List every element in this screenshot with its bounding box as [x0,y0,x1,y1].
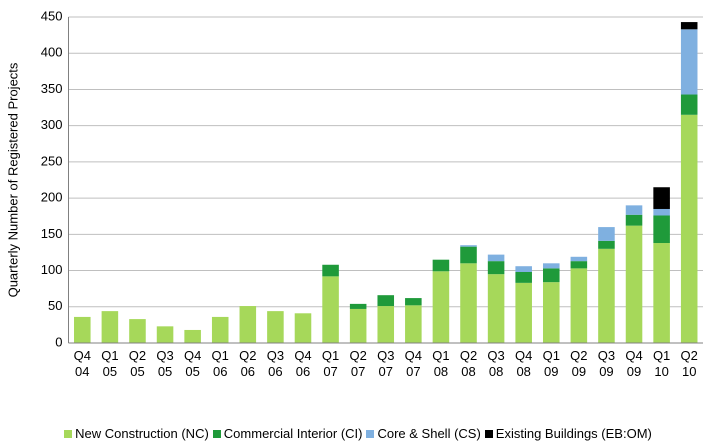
legend-item: Commercial Interior (CI) [212,426,363,441]
x-tick-label: Q2 05 [128,348,147,379]
bar-segment [598,248,615,343]
bar-segment [653,208,670,216]
legend: New Construction (NC) Commercial Interior… [0,426,716,441]
bar-segment [101,311,119,343]
bar-segment [487,254,505,262]
bar-segment [322,276,339,343]
bar-segment [460,246,477,264]
bar-segment [625,205,643,215]
bar-segment [515,266,532,273]
y-tick-label: 350 [41,81,63,96]
bar-segment [487,274,505,343]
x-tick-label: Q3 07 [377,348,395,379]
bar-segment [680,114,698,343]
bar-segment [515,282,532,343]
y-tick-label: 450 [41,8,63,23]
x-tick-label: Q1 09 [542,348,560,379]
x-tick-label: Q2 08 [459,348,478,379]
bar-segment [542,263,560,269]
bar-segment [405,298,422,306]
x-tick-label: Q3 05 [156,348,174,379]
bar-segment [487,261,505,275]
legend-swatch [212,430,221,438]
y-tick-label: 400 [41,45,63,60]
bar-segment [432,259,450,272]
legend-label: Commercial Interior (CI) [223,426,363,441]
y-tick-label: 0 [55,334,62,349]
x-tick-label: Q2 06 [239,348,257,379]
legend-label: Core & Shell (CS) [377,426,481,441]
x-tick-label: Q4 05 [183,348,202,379]
bar-segment [653,215,670,244]
bar-segment [239,306,257,343]
x-tick-label: Q4 07 [404,348,422,379]
bar-segment [680,22,698,30]
y-tick-label: 50 [48,298,62,313]
legend-item: Existing Buildings (EB:OM) [484,426,652,441]
bar-segment [405,305,422,343]
bar-segment [542,282,560,343]
x-tick-label: Q2 09 [570,348,588,379]
bar-segment [294,313,312,343]
bar-segment [542,268,560,283]
x-tick-label: Q1 10 [652,348,671,379]
x-tick-label: Q3 06 [266,348,285,379]
y-tick-label: 100 [41,262,63,277]
legend-swatch [366,430,375,438]
x-tick-label: Q2 07 [349,348,367,379]
bar-segment [377,306,395,343]
bar-segment [598,227,615,241]
bar-segment [322,264,339,277]
bar-segment [129,319,146,343]
bar-segment [653,187,670,209]
x-tick-label: Q4 09 [625,348,643,379]
bar-segment [570,268,588,343]
bar-segment [349,303,367,309]
x-tick-label: Q2 10 [680,348,698,379]
bar-segment [74,316,91,343]
bar-segment [460,245,477,247]
legend-item: Core & Shell (CS) [366,426,481,441]
x-tick-label: Q1 08 [432,348,450,379]
bar-segment [515,272,532,283]
x-tick-label: Q4 06 [294,348,312,379]
x-tick-label: Q3 09 [597,348,616,379]
legend-item: New Construction (NC) [64,426,209,441]
bar-segment [349,308,367,343]
bar-segment [598,240,615,249]
bar-segment [625,214,643,226]
legend-swatch [64,430,73,438]
bar-segment [156,326,174,343]
bar-segment [267,311,284,343]
x-tick-label: Q3 08 [487,348,505,379]
x-tick-label: Q4 08 [515,348,533,379]
legend-label: New Construction (NC) [75,426,209,441]
bar-segment [680,94,698,115]
y-tick-label: 300 [41,117,63,132]
bar-segment [184,329,201,343]
y-tick-label: 200 [41,190,63,205]
bar-segment [432,271,450,343]
bar-segment [460,263,477,343]
legend-label: Existing Buildings (EB:OM) [495,426,652,441]
x-tick-label: Q1 07 [321,348,340,379]
bar-segment [625,225,643,343]
bar-segment [377,295,395,307]
bar-segment [570,261,588,269]
legend-swatch [484,430,493,438]
bar-segment [211,316,229,343]
x-tick-label: Q1 06 [211,348,229,379]
bar-segment [653,243,670,343]
x-tick-label: Q1 05 [101,348,119,379]
y-tick-label: 150 [41,226,63,241]
y-tick-label: 250 [41,153,63,168]
x-tick-label: Q4 04 [73,348,91,379]
bar-segment [680,29,698,95]
bar-segment [570,256,588,262]
y-axis-label: Quarterly Number of Registered Projects [5,62,20,297]
